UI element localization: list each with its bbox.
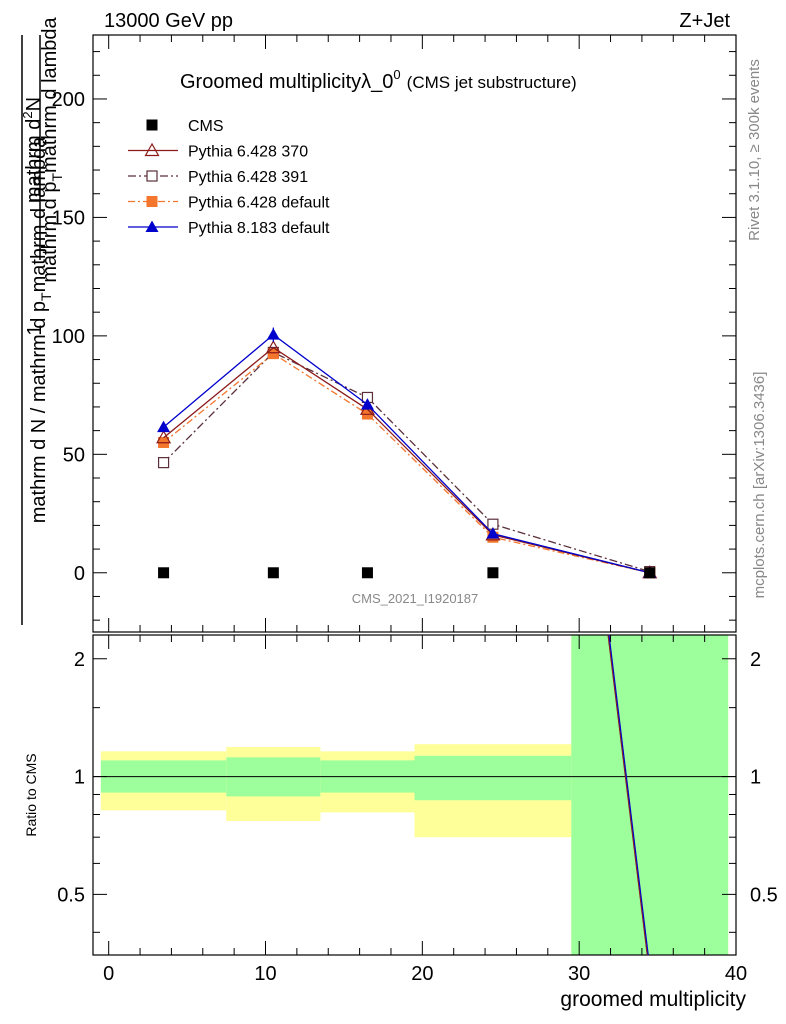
x-tick-label: 40 (725, 963, 747, 985)
analysis-id-label: CMS_2021_I1920187 (352, 591, 479, 606)
mcplots-source-label: mcplots.cern.ch [arXiv:1306.3436] (751, 372, 768, 599)
header-process-label: Z+Jet (679, 10, 730, 32)
main-y-tick-label: 200 (52, 89, 85, 111)
data-point-cms (361, 567, 373, 579)
legend-label-p8_default: Pythia 8.183 default (188, 220, 330, 237)
main-y-tick-label: 150 (52, 207, 85, 229)
main-title-suffix: (CMS jet substructure) (407, 73, 577, 92)
data-point-p8_default (486, 527, 500, 539)
series-line-p6_391 (163, 351, 650, 573)
ratio-y-tick-label-right: 2 (750, 649, 761, 671)
data-point-p6_370 (265, 339, 281, 354)
x-tick-label: 30 (568, 963, 590, 985)
ratio-band-inner (571, 635, 729, 955)
legend-marker-p8_default (145, 220, 159, 232)
ratio-y-tick-label-right: 0.5 (750, 884, 778, 906)
y-label-one: 1 (24, 324, 46, 335)
data-point-p6_370 (156, 430, 172, 444)
data-point-p8_default (360, 398, 374, 410)
data-point-cms (267, 567, 279, 579)
main-title: Groomed multiplicityλ_00 (CMS jet substru… (180, 67, 577, 93)
y-label-inner-denominator: mathrm d pTmathrm d lambda (39, 16, 65, 282)
main-y-tick-label: 100 (52, 326, 85, 348)
ratio-y-tick-label: 2 (74, 649, 85, 671)
main-panel-frame (92, 34, 737, 633)
legend-label-p6_391: Pythia 6.428 391 (188, 169, 308, 186)
legend-marker-p6_default (146, 196, 158, 207)
rivet-version-label: Rivet 3.1.10, ≥ 300k events (746, 59, 763, 241)
ratio-lines (93, 634, 736, 956)
series-line-p8_default (163, 333, 650, 574)
legend-label-p6_370: Pythia 6.428 370 (188, 144, 308, 161)
ratio-y-axis-label: Ratio to CMS (23, 753, 39, 836)
main-title-superscript: 0 (393, 67, 400, 82)
x-tick-label: 10 (254, 963, 276, 985)
series-line-p6_default (163, 352, 650, 574)
main-y-axis-label: 1 (24, 324, 46, 335)
series-line-p6_370 (163, 346, 650, 574)
ratio-axes: 0.5 0.51 12 20 10 20 30 40 (57, 635, 778, 985)
legend-label-p6_default: Pythia 6.428 default (188, 195, 330, 212)
main-y-tick-label: 50 (63, 444, 85, 466)
ratio-mc-line-2 (607, 634, 648, 956)
x-axis-label: groomed multiplicity (560, 988, 746, 1011)
legend-marker-cms (146, 119, 158, 131)
ratio-uncertainty-bands (100, 635, 729, 955)
x-tick-label: 0 (103, 963, 114, 985)
x-tick-label: 20 (411, 963, 433, 985)
data-point-cms (487, 567, 499, 579)
legend: CMS Pythia 6.428 370 Pythia 6.428 391 Pythi… (128, 118, 330, 237)
ratio-mc-line (608, 634, 649, 956)
y-label-denominator-outer: mathrm d N / mathrm d pTmathrm d lambda (28, 136, 54, 523)
main-y-tick-label: 0 (74, 563, 85, 585)
ratio-y-tick-label: 1 (74, 767, 85, 789)
data-point-p8_default (157, 420, 171, 433)
ratio-y-tick-label: 0.5 (57, 884, 85, 906)
header-energy-label: 13000 GeV pp (104, 10, 233, 32)
ratio-panel-frame (92, 634, 737, 956)
ratio-band-inner (414, 755, 572, 801)
legend-marker-p6_391 (146, 170, 158, 182)
data-point-cms (644, 567, 656, 579)
data-point-p6_default (267, 348, 279, 360)
data-point-cms (158, 567, 170, 579)
data-point-p6_391 (157, 457, 170, 469)
main-axes: 0 50 100 150 200 (52, 35, 737, 632)
main-title-text: Groomed multiplicityλ_0 (180, 71, 393, 93)
ratio-y-tick-label-right: 1 (750, 767, 761, 789)
main-series (156, 327, 658, 579)
legend-marker-p6_370 (144, 142, 160, 157)
legend-label-cms: CMS (188, 118, 224, 135)
